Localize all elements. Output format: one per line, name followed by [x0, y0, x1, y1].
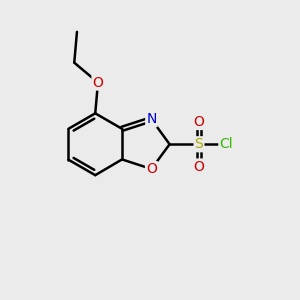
Text: Cl: Cl	[219, 137, 233, 151]
Text: O: O	[194, 160, 204, 173]
Text: O: O	[194, 115, 204, 129]
Text: N: N	[146, 112, 157, 126]
Text: S: S	[195, 137, 203, 151]
Text: O: O	[146, 162, 157, 176]
Text: O: O	[92, 76, 104, 89]
